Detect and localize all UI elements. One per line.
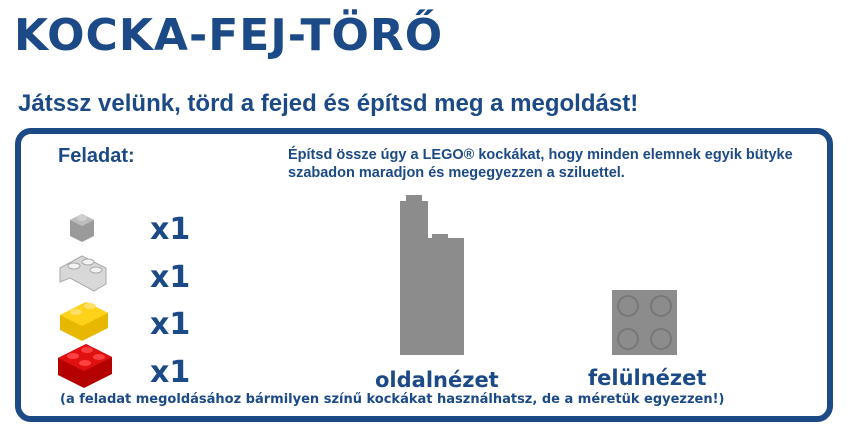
task-label: Feladat: [58, 145, 135, 167]
piece-count: x1 [150, 307, 191, 342]
subtitle: Játssz velünk, törd a fejed és építsd me… [18, 90, 639, 117]
brick-2x2-red [58, 344, 112, 388]
piece-count: x1 [150, 212, 191, 247]
top-view-label: felülnézet [588, 366, 707, 390]
piece-count: x1 [150, 260, 191, 295]
top-silhouette [612, 290, 677, 355]
task-frame [15, 128, 833, 422]
instruction: Építsd össze úgy a LEGO® kockákat, hogy … [288, 147, 793, 181]
side-silhouette [400, 195, 464, 355]
note: (a feladat megoldásához bármilyen színű … [60, 392, 725, 407]
piece-count: x1 [150, 355, 191, 390]
brick-2x1-yellow [60, 302, 108, 341]
side-view-label: oldalnézet [375, 368, 499, 392]
brick-corner-white [59, 255, 107, 292]
brick-1x1-grey [70, 214, 94, 242]
title: KOCKA-FEJ-TÖRŐ [14, 10, 444, 61]
